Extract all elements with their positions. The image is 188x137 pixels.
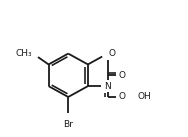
Text: O: O — [119, 71, 126, 80]
Text: CH₃: CH₃ — [15, 49, 32, 58]
Text: O: O — [109, 49, 116, 58]
Text: Br: Br — [63, 120, 73, 129]
Text: O: O — [119, 92, 126, 102]
Text: OH: OH — [137, 92, 151, 102]
Text: N: N — [104, 82, 111, 91]
